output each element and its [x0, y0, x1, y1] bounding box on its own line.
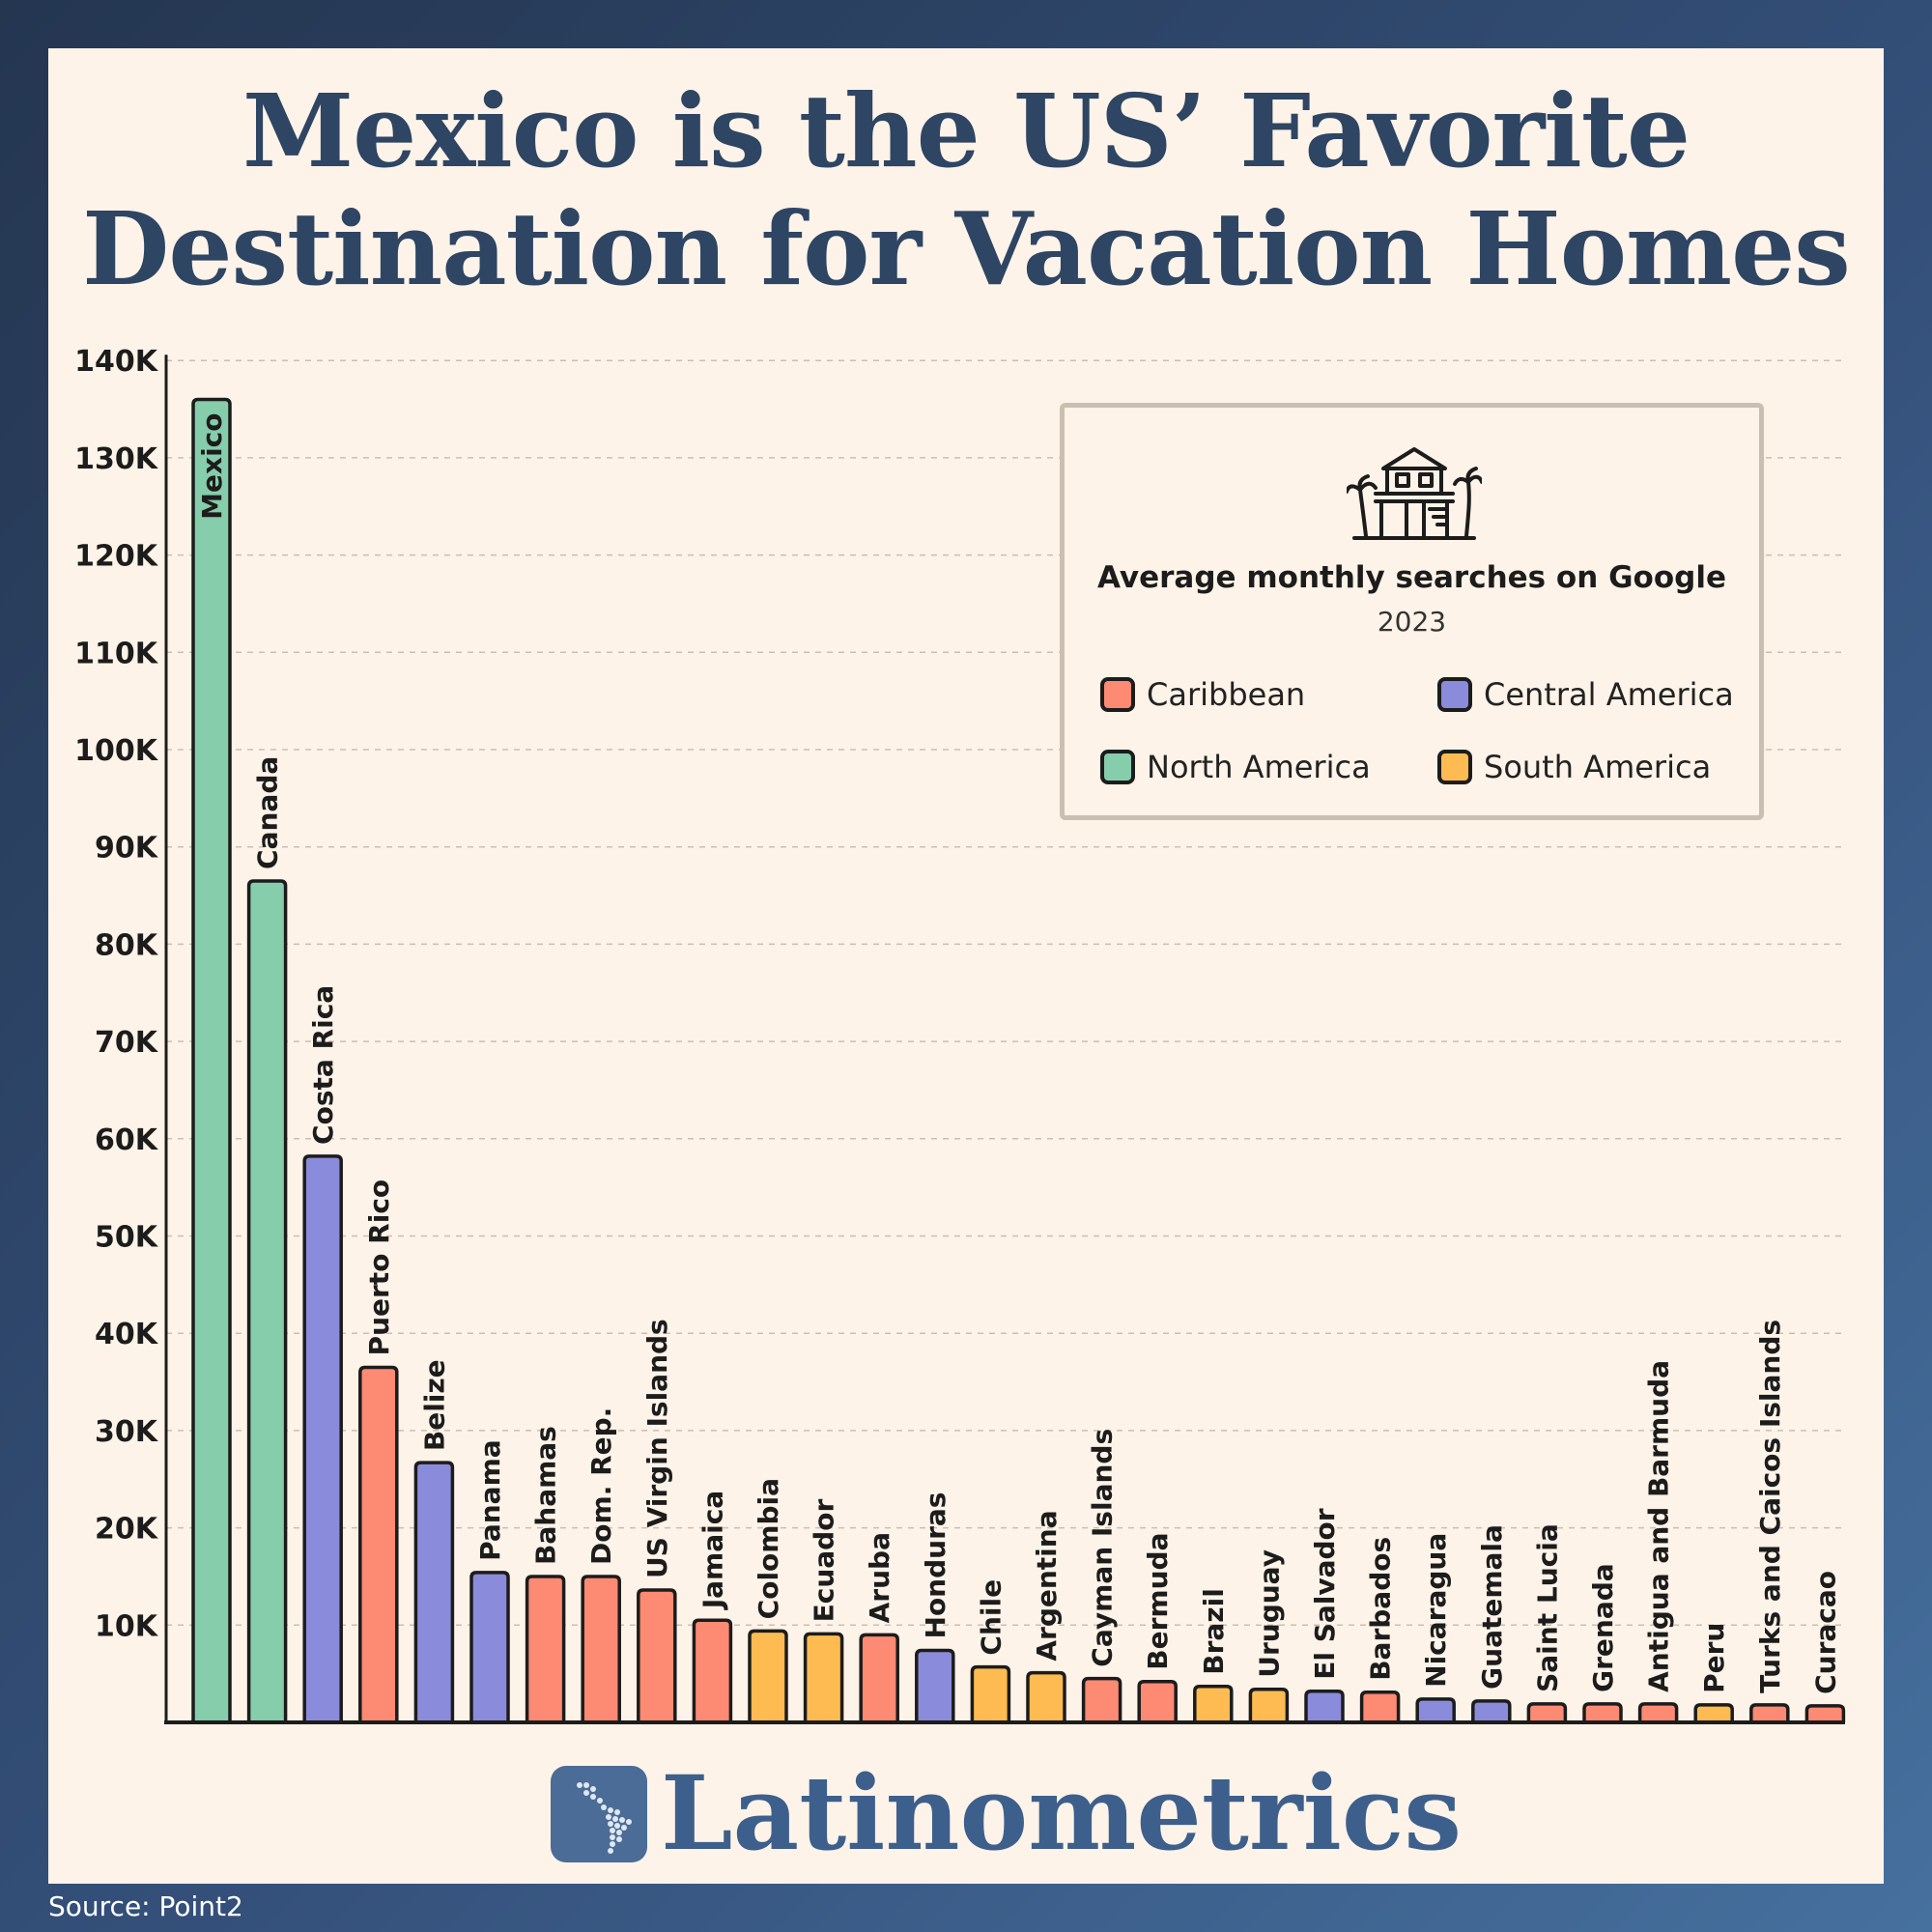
brand-name: Latinometrics: [661, 1752, 1463, 1873]
bar-label-costa-rica: Costa Rica: [307, 985, 339, 1145]
y-tick-label: 100K: [74, 734, 159, 768]
legend-swatch-north-america: [1100, 750, 1135, 784]
y-tick-label: 60K: [95, 1123, 159, 1157]
bar-label-bermuda: Bermuda: [1142, 1533, 1174, 1670]
bar-label-cayman-islands: Cayman Islands: [1087, 1429, 1119, 1667]
bar-canada: [246, 879, 288, 1722]
bar-label-peru: Peru: [1698, 1623, 1730, 1693]
legend-item-south-america: South America: [1437, 749, 1711, 785]
bar-label-nicaragua: Nicaragua: [1420, 1533, 1452, 1688]
chart-panel: [48, 48, 1884, 1884]
bar-el-salvador: [1304, 1690, 1345, 1722]
y-tick-label: 20K: [95, 1513, 159, 1547]
bar-jamaica: [692, 1618, 733, 1722]
bar-nicaragua: [1415, 1697, 1456, 1722]
legend-label-south-america: South America: [1484, 749, 1712, 785]
bar-curacao: [1804, 1704, 1846, 1722]
bar-label-us-virgin-islands: US Virgin Islands: [641, 1319, 673, 1578]
bar-label-barbados: Barbados: [1365, 1537, 1397, 1681]
bar-us-virgin-islands: [637, 1588, 677, 1722]
bar-antigua-and-barmuda: [1637, 1702, 1679, 1722]
title-line-1: Mexico is the US’ Favorite: [242, 71, 1690, 190]
bar-label-brazil: Brazil: [1198, 1588, 1230, 1675]
bar-label-uruguay: Uruguay: [1253, 1549, 1285, 1678]
bar-saint-lucia: [1526, 1702, 1568, 1722]
bar-dom-rep: [581, 1575, 621, 1722]
bar-argentina: [1026, 1670, 1066, 1722]
bar-guatemala: [1471, 1699, 1512, 1722]
bar-label-bahamas: Bahamas: [530, 1426, 562, 1565]
bar-barbados: [1359, 1690, 1401, 1722]
y-tick-label: 110K: [74, 637, 159, 670]
bar-label-guatemala: Guatemala: [1476, 1524, 1508, 1690]
bar-label-antigua-and-barmuda: Antigua and Barmuda: [1643, 1360, 1675, 1692]
legend-title: Average monthly searches on Google: [1097, 560, 1726, 595]
bar-ecuador: [803, 1632, 844, 1722]
legend-swatch-caribbean: [1100, 677, 1135, 712]
bar-bermuda: [1137, 1679, 1178, 1722]
bar-colombia: [748, 1629, 788, 1722]
legend-item-central-america: Central America: [1437, 676, 1734, 713]
bar-label-curacao: Curacao: [1809, 1571, 1841, 1694]
bar-peru: [1693, 1703, 1734, 1722]
bar-turks-and-caicos-islands: [1749, 1703, 1790, 1722]
legend-swatch-south-america: [1437, 750, 1472, 784]
bar-label-saint-lucia: Saint Lucia: [1531, 1523, 1563, 1692]
y-tick-label: 120K: [74, 540, 159, 574]
bar-label-panama: Panama: [474, 1439, 506, 1561]
chart-title: Mexico is the US’ Favorite Destination f…: [48, 72, 1884, 308]
legend-label-caribbean: Caribbean: [1147, 676, 1306, 713]
bar-label-dom-rep: Dom. Rep.: [585, 1407, 617, 1565]
title-line-2: Destination for Vacation Homes: [82, 189, 1851, 308]
beach-house-icon: [1347, 447, 1482, 540]
bar-label-canada: Canada: [252, 756, 284, 869]
bar-label-aruba: Aruba: [864, 1532, 895, 1623]
bar-panama: [469, 1571, 510, 1722]
bar-puerto-rico: [358, 1365, 399, 1722]
bar-label-ecuador: Ecuador: [809, 1499, 840, 1623]
y-tick-label: 40K: [95, 1318, 159, 1351]
source-note: Source: Point2: [48, 1890, 243, 1922]
y-tick-label: 70K: [95, 1026, 159, 1060]
bar-aruba: [859, 1633, 899, 1722]
bar-honduras: [915, 1648, 955, 1722]
bar-brazil: [1193, 1684, 1234, 1722]
bar-label-belize: Belize: [418, 1359, 450, 1451]
y-tick-label: 140K: [74, 345, 159, 379]
bar-label-argentina: Argentina: [1031, 1510, 1063, 1661]
y-tick-label: 90K: [95, 832, 159, 866]
bar-label-turks-and-caicos-islands: Turks and Caicos Islands: [1754, 1320, 1786, 1693]
bar-label-chile: Chile: [975, 1579, 1007, 1656]
y-tick-label: 50K: [95, 1221, 159, 1255]
bar-mexico: [191, 397, 232, 1722]
bar-grenada: [1582, 1702, 1623, 1722]
latin-america-map-icon: [551, 1766, 647, 1862]
bar-costa-rica: [302, 1154, 343, 1722]
bar-cayman-islands: [1081, 1676, 1122, 1722]
bar-label-el-salvador: El Salvador: [1309, 1508, 1341, 1680]
bar-label-mexico: Mexico: [196, 412, 228, 519]
bar-label-colombia: Colombia: [753, 1478, 784, 1619]
bar-uruguay: [1248, 1688, 1290, 1722]
legend-label-north-america: North America: [1147, 749, 1371, 785]
y-tick-label: 80K: [95, 928, 159, 962]
legend-year: 2023: [1377, 606, 1447, 638]
y-tick-label: 130K: [74, 442, 159, 476]
bar-belize: [413, 1461, 455, 1722]
y-tick-label: 30K: [95, 1415, 159, 1449]
y-tick-label: 10K: [95, 1609, 159, 1643]
legend-item-north-america: North America: [1100, 749, 1371, 785]
bar-label-jamaica: Jamaica: [696, 1491, 728, 1610]
bar-label-grenada: Grenada: [1587, 1563, 1619, 1692]
bar-label-puerto-rico: Puerto Rico: [363, 1179, 395, 1356]
bar-label-honduras: Honduras: [920, 1492, 952, 1639]
bar-chile: [970, 1664, 1011, 1722]
legend-item-caribbean: Caribbean: [1100, 676, 1305, 713]
legend-label-central-america: Central America: [1484, 676, 1734, 713]
bar-bahamas: [525, 1575, 566, 1722]
legend-swatch-central-america: [1437, 677, 1472, 712]
legend-box: Average monthly searches on Google 2023 …: [1060, 403, 1764, 820]
